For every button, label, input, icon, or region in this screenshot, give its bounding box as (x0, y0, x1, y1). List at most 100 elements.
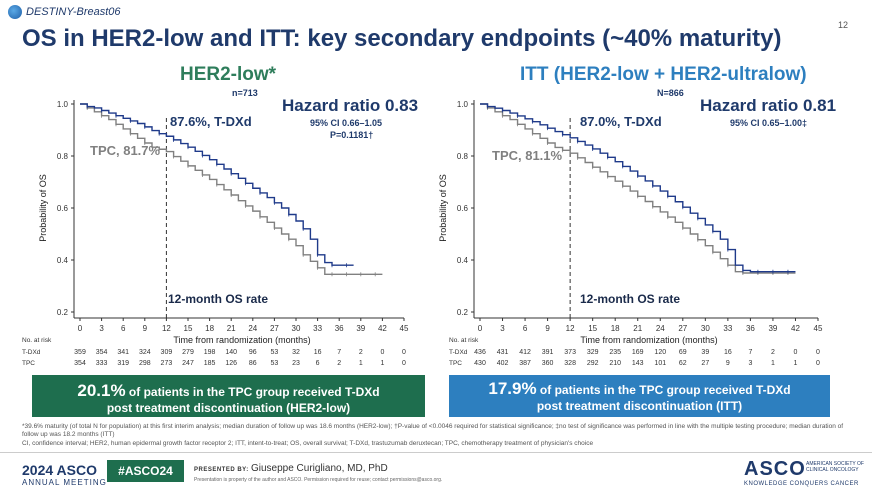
right-x-tick-label: 30 (701, 324, 710, 333)
left-y-tick-label: 0.6 (57, 204, 69, 213)
right-risk-value: 360 (542, 360, 554, 367)
right-risk-value: 292 (587, 360, 599, 367)
left-y-axis-label: Probability of OS (38, 174, 48, 242)
right-x-tick-label: 9 (545, 324, 550, 333)
left-risk-value: 126 (225, 360, 237, 367)
right-risk-value: 0 (816, 349, 820, 356)
left-risk-value: 16 (314, 349, 322, 356)
asco-tagline: KNOWLEDGE CONQUERS CANCER (744, 481, 859, 487)
left-risk-value: 0 (402, 349, 406, 356)
left-risk-value: 140 (225, 349, 237, 356)
right-risk-value: 0 (816, 360, 820, 367)
left-n-label: n=713 (232, 88, 258, 98)
left-x-tick-label: 30 (292, 324, 301, 333)
right-tpc-rate-label: TPC, 81.1% (492, 148, 563, 163)
right-y-axis-label: Probability of OS (438, 174, 448, 242)
right-risk-value: 169 (632, 349, 644, 356)
left-x-tick-label: 24 (248, 324, 257, 333)
left-series-tpc (80, 103, 383, 275)
right-x-tick-label: 24 (656, 324, 665, 333)
right-y-tick-label: 0.6 (457, 204, 469, 213)
left-y-tick-label: 0.2 (57, 308, 69, 317)
right-x-tick-label: 42 (791, 324, 800, 333)
left-risk-value: 2 (359, 349, 363, 356)
right-risk-value: 143 (632, 360, 644, 367)
right-risk-value: 62 (679, 360, 687, 367)
left-x-tick-label: 36 (335, 324, 344, 333)
left-x-tick-label: 21 (227, 324, 236, 333)
left-risk-value: 198 (204, 349, 216, 356)
footnote-line1: *39.6% maturity (of total N for populati… (22, 423, 844, 439)
right-x-tick-label: 0 (478, 324, 483, 333)
hashtag-badge: #ASCO24 (107, 460, 184, 482)
right-y-tick-label: 0.2 (457, 308, 469, 317)
brand: DESTINY-Breast06 (8, 5, 121, 19)
left-risk-header: No. at risk (22, 337, 52, 344)
right-risk-value: 328 (564, 360, 576, 367)
left-y-tick-label: 1.0 (57, 100, 69, 109)
right-risk-row-label: T-DXd (449, 349, 468, 356)
right-series-tpc (480, 103, 796, 274)
right-risk-value: 235 (609, 349, 621, 356)
left-landmark-label: 12-month OS rate (168, 292, 269, 306)
footnote: *39.6% maturity (of total N for populati… (22, 423, 852, 448)
right-hazard-ratio: Hazard ratio 0.81 (700, 96, 837, 115)
right-banner-line2: post treatment discontinuation (ITT) (536, 399, 743, 414)
brand-text: DESTINY-Breast06 (26, 6, 121, 18)
right-risk-value: 412 (519, 349, 531, 356)
left-banner-text: of patients in the TPC group received T-… (125, 385, 380, 399)
left-risk-value: 53 (271, 360, 279, 367)
left-risk-value: 309 (161, 349, 173, 356)
right-risk-value: 39 (701, 349, 709, 356)
right-risk-value: 0 (794, 349, 798, 356)
footnote-line2: CI, confidence interval; HER2, human epi… (22, 439, 594, 447)
right-risk-value: 120 (654, 349, 666, 356)
left-tpc-rate-label: TPC, 81.7% (90, 143, 161, 158)
right-y-tick-label: 0.4 (457, 256, 469, 265)
left-x-tick-label: 42 (378, 324, 387, 333)
slide-title: OS in HER2-low and ITT: key secondary en… (22, 25, 782, 52)
left-risk-value: 324 (139, 349, 151, 356)
right-banner-pct: 17.9% (488, 379, 537, 398)
left-risk-value: 86 (249, 360, 257, 367)
right-n-label: N=866 (657, 88, 684, 98)
right-risk-value: 7 (748, 349, 752, 356)
left-x-tick-label: 27 (270, 324, 279, 333)
left-x-tick-label: 9 (143, 324, 148, 333)
right-x-axis-label: Time from randomization (months) (580, 335, 717, 345)
left-risk-value: 7 (337, 349, 341, 356)
right-x-tick-label: 12 (566, 324, 575, 333)
right-x-tick-label: 15 (588, 324, 597, 333)
left-risk-value: 341 (117, 349, 129, 356)
left-risk-value: 6 (316, 360, 320, 367)
right-landmark-label: 12-month OS rate (580, 292, 681, 306)
left-risk-value: 1 (359, 360, 363, 367)
right-x-tick-label: 21 (633, 324, 642, 333)
right-x-tick-label: 27 (678, 324, 687, 333)
right-banner: 17.9% of patients in the TPC group recei… (449, 375, 830, 417)
meeting-logo: 2024 ASCO (22, 462, 97, 478)
right-risk-value: 329 (587, 349, 599, 356)
right-risk-value: 431 (497, 349, 509, 356)
left-risk-value: 1 (380, 360, 384, 367)
asco-logo: ASCO (744, 458, 806, 480)
right-x-tick-label: 36 (746, 324, 755, 333)
annual-meeting: ANNUAL MEETING (22, 478, 107, 487)
right-tdxd-rate-label: 87.0%, T-DXd (580, 114, 662, 129)
footer-bar (0, 452, 872, 496)
brand-logo-icon (8, 5, 22, 19)
left-x-tick-label: 45 (400, 324, 409, 333)
left-risk-value: 354 (96, 349, 108, 356)
left-x-tick-label: 0 (78, 324, 83, 333)
right-risk-value: 1 (794, 360, 798, 367)
right-panel-title: ITT (HER2-low + HER2-ultralow) (520, 64, 807, 85)
right-risk-value: 402 (497, 360, 509, 367)
left-x-tick-label: 18 (205, 324, 214, 333)
left-risk-value: 32 (292, 349, 300, 356)
right-ci: 95% CI 0.65–1.00‡ (730, 118, 808, 128)
right-risk-value: 101 (654, 360, 666, 367)
left-x-tick-label: 15 (184, 324, 193, 333)
left-y-tick-label: 0.8 (57, 152, 69, 161)
left-panel-title: HER2-low* (180, 64, 277, 85)
right-risk-value: 9 (726, 360, 730, 367)
